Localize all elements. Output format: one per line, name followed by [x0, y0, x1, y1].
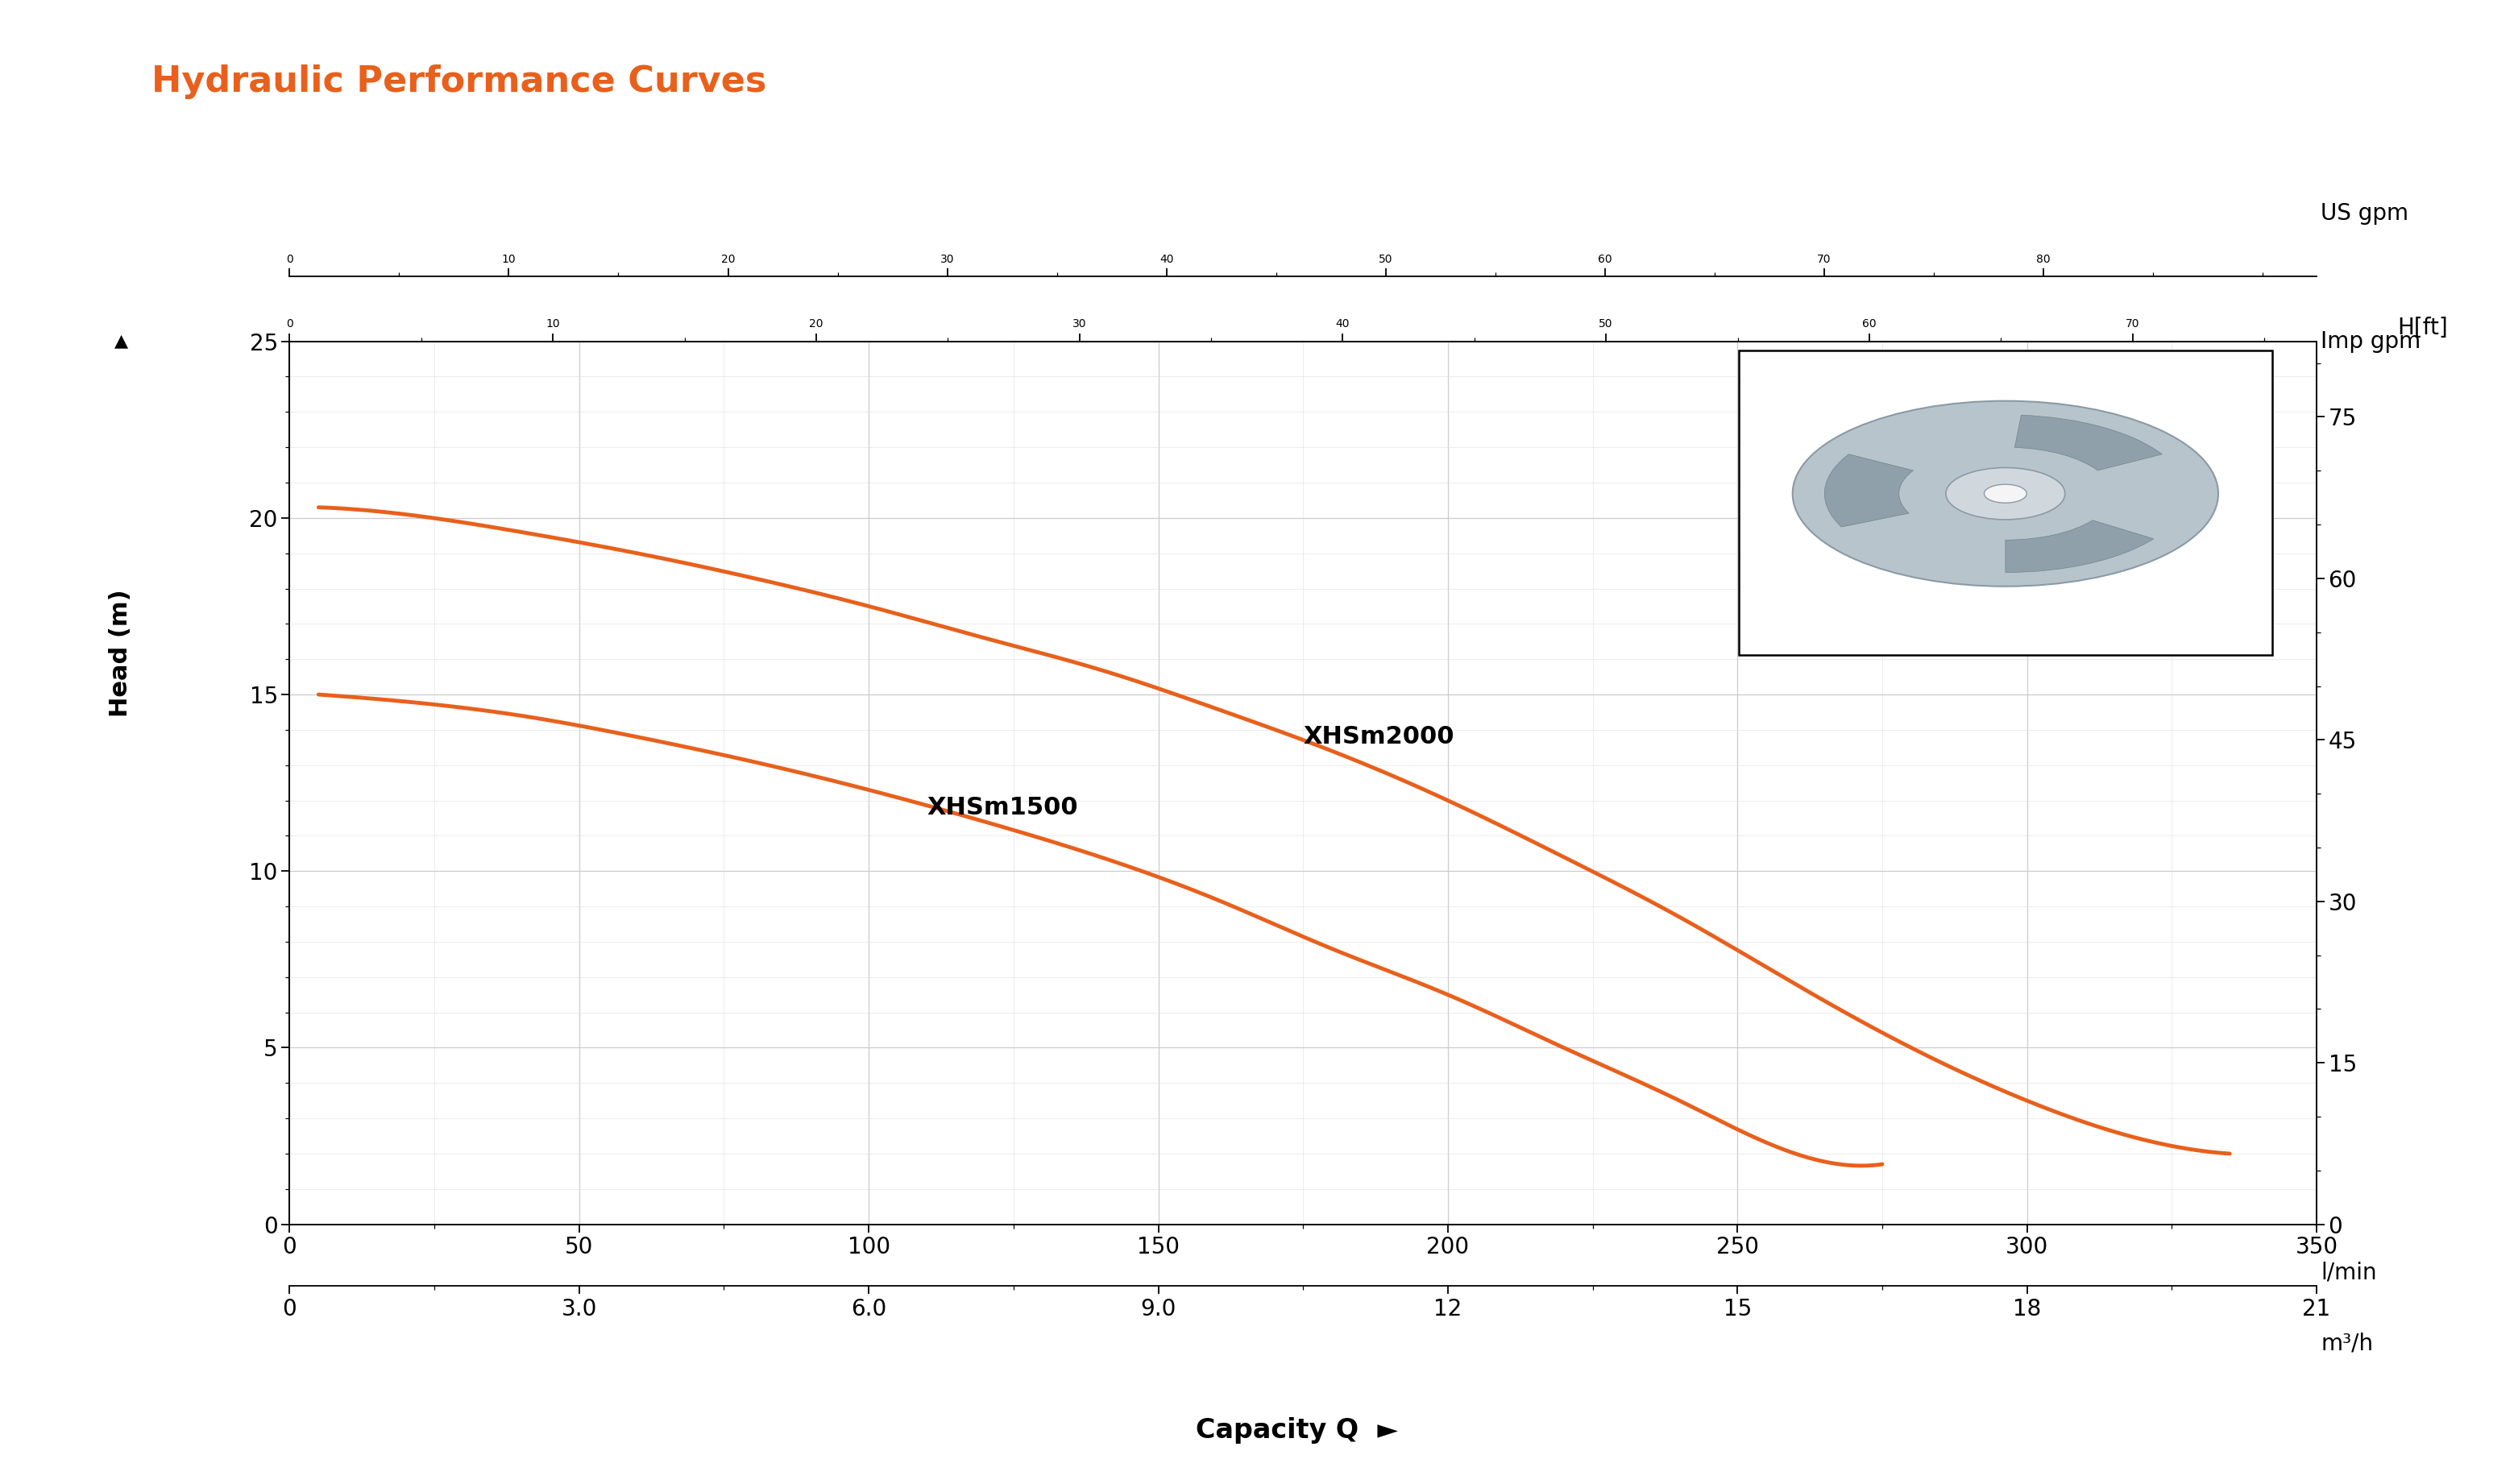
Text: ▲: ▲: [113, 334, 128, 349]
Text: XHSm1500: XHSm1500: [927, 795, 1078, 819]
Text: Hydraulic Performance Curves: Hydraulic Performance Curves: [151, 64, 765, 99]
Wedge shape: [2014, 416, 2163, 470]
Wedge shape: [1826, 454, 1914, 527]
Circle shape: [1946, 467, 2065, 519]
Text: XHSm2000: XHSm2000: [1304, 726, 1455, 748]
Text: US gpm: US gpm: [2322, 202, 2410, 224]
Text: Imp gpm: Imp gpm: [2322, 329, 2420, 353]
Bar: [1740, 350, 2271, 654]
Wedge shape: [2004, 521, 2153, 573]
Circle shape: [1793, 401, 2218, 586]
Circle shape: [1984, 484, 2027, 503]
Text: H[ft]: H[ft]: [2397, 318, 2447, 340]
Text: l/min: l/min: [2322, 1261, 2377, 1284]
Text: Capacity Q  ►: Capacity Q ►: [1196, 1417, 1397, 1444]
Text: m³/h: m³/h: [2322, 1333, 2372, 1355]
Text: Head (m): Head (m): [108, 589, 133, 717]
